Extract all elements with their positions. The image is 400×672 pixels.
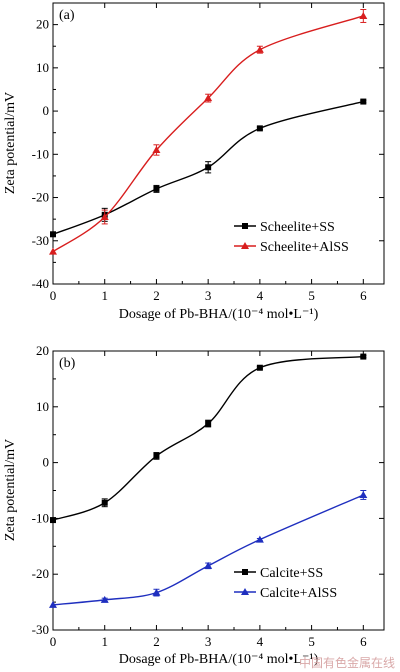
y-axis-label: Zeta potential/mV	[3, 92, 18, 194]
data-point	[256, 364, 263, 371]
x-tick-label: 4	[257, 634, 264, 649]
x-tick-label: 2	[153, 288, 160, 303]
plot-frame	[52, 2, 385, 285]
data-point	[50, 231, 56, 238]
legend-marker	[242, 223, 248, 229]
data-point	[359, 490, 368, 498]
y-tick-label: -40	[32, 276, 49, 291]
legend-label: Scheelite+SS	[260, 220, 335, 235]
legend-label: Scheelite+AlSS	[260, 240, 349, 255]
x-axis-label: Dosage of Pb-BHA/(10⁻⁴ mol•L⁻¹)	[119, 652, 319, 667]
data-point	[255, 45, 264, 53]
legend-marker	[241, 242, 249, 249]
y-tick-label: -20	[32, 566, 49, 581]
data-point	[50, 517, 56, 524]
data-point	[360, 98, 367, 105]
data-point	[205, 420, 212, 427]
y-tick-label: -10	[32, 146, 49, 161]
x-tick-label: 6	[360, 288, 367, 303]
x-tick-label: 0	[50, 634, 57, 649]
legend-label: Calcite+AlSS	[260, 586, 337, 601]
data-point	[152, 588, 161, 596]
y-tick-label: 0	[43, 455, 50, 470]
data-point	[153, 185, 160, 192]
y-tick-label: -30	[32, 233, 49, 248]
x-tick-label: 2	[153, 634, 160, 649]
y-tick-label: -30	[32, 622, 49, 637]
x-tick-label: 5	[308, 634, 315, 649]
x-tick-label: 0	[50, 288, 57, 303]
data-point	[100, 595, 109, 603]
y-tick-label: 0	[43, 103, 50, 118]
data-point	[101, 499, 108, 506]
y-tick-label: 10	[36, 60, 49, 75]
data-point	[49, 247, 57, 255]
data-point	[49, 600, 57, 608]
panel-letter: (a)	[59, 8, 75, 23]
y-tick-label: 10	[36, 399, 49, 414]
x-tick-label: 3	[205, 634, 212, 649]
x-tick-label: 3	[205, 288, 212, 303]
watermark: 中国有色金属在线	[299, 655, 395, 670]
y-tick-label: 20	[36, 17, 49, 32]
x-tick-label: 1	[101, 634, 108, 649]
chart-panel-b: 0 1 2 3 4 5 6 -30 -20 -10 0 10 20 Dosage of Pb-BHA/(1…	[3, 343, 385, 667]
data-point	[204, 561, 213, 569]
data-point	[100, 212, 109, 220]
x-tick-label: 5	[308, 288, 315, 303]
legend-marker	[241, 588, 249, 595]
x-tick-label: 4	[257, 288, 264, 303]
y-tick-label: -20	[32, 190, 49, 205]
data-point	[205, 164, 212, 171]
legend-marker	[242, 569, 248, 575]
y-tick-label: 20	[36, 343, 49, 358]
data-point	[255, 535, 264, 543]
x-axis-label: Dosage of Pb-BHA/(10⁻⁴ mol•L⁻¹)	[119, 307, 319, 322]
legend-label: Calcite+SS	[260, 566, 323, 581]
panel-letter: (b)	[59, 356, 76, 371]
series-line	[52, 15, 364, 253]
x-tick-label: 1	[101, 288, 108, 303]
series-line	[52, 355, 364, 521]
data-point	[359, 11, 368, 19]
data-point	[256, 125, 263, 132]
data-point	[204, 94, 213, 102]
data-point	[360, 353, 367, 360]
chart-panel-a: 0 1 2 3 4 5 6 -40 -30 -20 -10 0 10 20 Dosage of Pb-BHA…	[3, 2, 385, 322]
x-tick-label: 6	[360, 634, 367, 649]
data-point	[153, 452, 160, 459]
y-axis-label: Zeta potential/mV	[3, 439, 18, 541]
data-point	[152, 145, 161, 153]
y-tick-label: -10	[32, 510, 49, 525]
